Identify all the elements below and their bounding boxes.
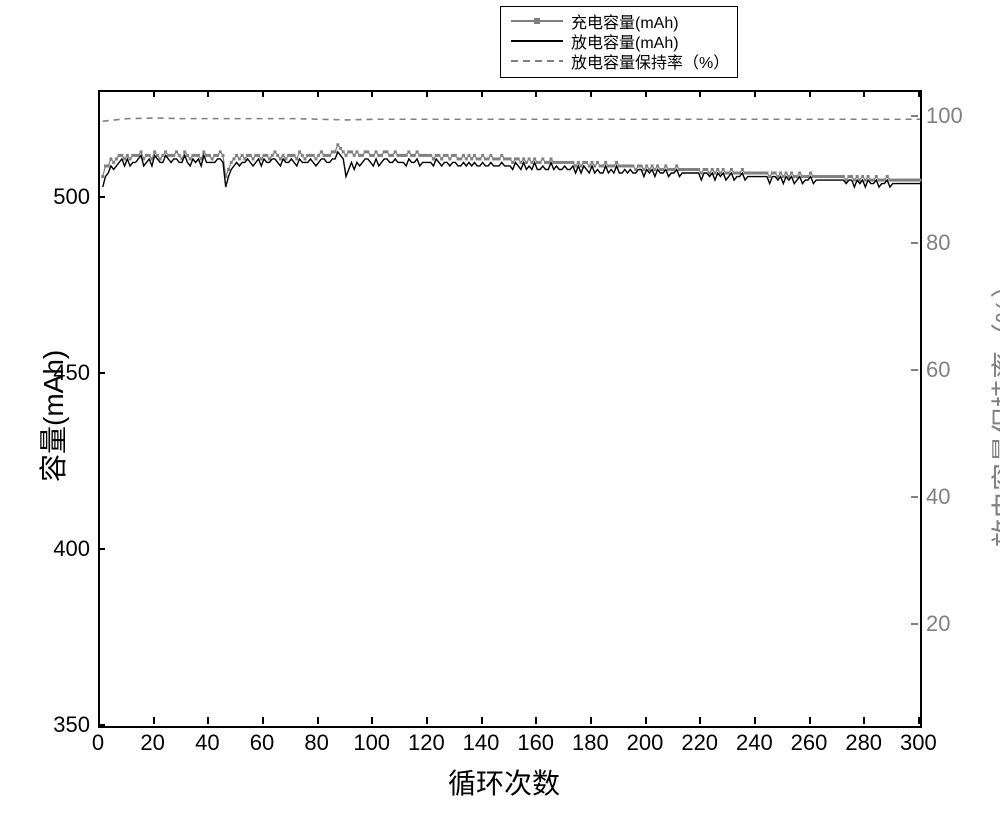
x-tick-label: 40 xyxy=(189,730,225,756)
x-tick-label: 20 xyxy=(135,730,171,756)
legend: 充电容量(mAh)放电容量(mAh)放电容量保持率（%） xyxy=(500,6,738,78)
x-tick-label: 180 xyxy=(572,730,608,756)
chart-svg xyxy=(100,92,920,726)
x-tick-label: 280 xyxy=(845,730,881,756)
y-right-tick-label: 60 xyxy=(926,357,950,383)
y-left-tick-label: 450 xyxy=(53,360,90,386)
x-tick-label: 300 xyxy=(900,730,936,756)
x-tick-label: 80 xyxy=(299,730,335,756)
x-tick-label: 160 xyxy=(517,730,553,756)
x-tick-label: 240 xyxy=(736,730,772,756)
y-right-axis-label: 放电容量保持率（%） xyxy=(984,270,1000,547)
x-tick-label: 60 xyxy=(244,730,280,756)
x-tick-label: 120 xyxy=(408,730,444,756)
plot-area xyxy=(98,90,922,728)
legend-item: 充电容量(mAh) xyxy=(509,11,729,31)
x-tick-label: 220 xyxy=(681,730,717,756)
legend-item: 放电容量保持率（%） xyxy=(509,51,729,71)
y-right-tick-label: 20 xyxy=(926,611,950,637)
x-axis-label: 循环次数 xyxy=(448,762,560,802)
y-left-tick-label: 500 xyxy=(53,184,90,210)
y-left-tick-label: 400 xyxy=(53,536,90,562)
x-tick-label: 100 xyxy=(353,730,389,756)
x-tick-label: 200 xyxy=(627,730,663,756)
legend-item: 放电容量(mAh) xyxy=(509,31,729,51)
y-right-tick-label: 80 xyxy=(926,230,950,256)
y-left-tick-label: 350 xyxy=(53,712,90,738)
y-right-tick-label: 100 xyxy=(926,103,963,129)
legend-label: 放电容量保持率（%） xyxy=(571,49,729,73)
figure: 充电容量(mAh)放电容量(mAh)放电容量保持率（%） 循环次数 容量(mAh… xyxy=(0,0,1000,819)
x-tick-label: 260 xyxy=(791,730,827,756)
y-right-tick-label: 40 xyxy=(926,484,950,510)
x-tick-label: 140 xyxy=(463,730,499,756)
